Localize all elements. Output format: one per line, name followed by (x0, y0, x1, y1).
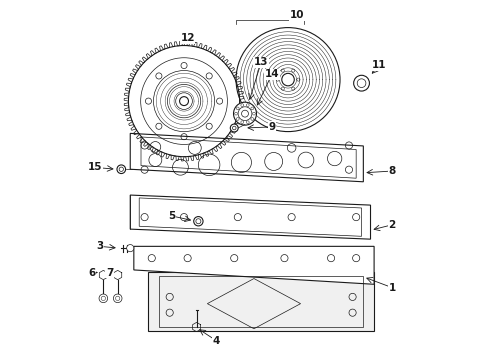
Circle shape (180, 96, 189, 105)
Text: 5: 5 (168, 211, 175, 221)
Text: 2: 2 (389, 220, 395, 230)
Polygon shape (148, 272, 374, 330)
Circle shape (354, 75, 369, 91)
Text: 10: 10 (290, 10, 304, 20)
Circle shape (236, 107, 239, 110)
Text: 15: 15 (88, 162, 102, 172)
Circle shape (241, 121, 244, 123)
Circle shape (235, 112, 238, 115)
Text: 12: 12 (180, 33, 195, 43)
Circle shape (236, 28, 340, 132)
Text: 11: 11 (372, 60, 387, 70)
Circle shape (126, 244, 134, 252)
Circle shape (251, 118, 254, 120)
Circle shape (234, 102, 256, 125)
Circle shape (113, 294, 122, 303)
Text: 1: 1 (389, 283, 395, 293)
Text: 7: 7 (106, 267, 113, 278)
Text: 4: 4 (213, 336, 220, 346)
Text: 8: 8 (389, 166, 395, 176)
Text: 9: 9 (269, 122, 275, 132)
Text: 6: 6 (88, 267, 95, 278)
Circle shape (246, 121, 249, 123)
Circle shape (251, 107, 254, 110)
Circle shape (117, 165, 125, 174)
Polygon shape (134, 246, 374, 284)
Circle shape (194, 217, 203, 226)
Circle shape (246, 104, 249, 107)
Circle shape (252, 112, 255, 115)
Polygon shape (130, 134, 364, 182)
Polygon shape (130, 195, 370, 239)
Circle shape (236, 118, 239, 120)
Text: 13: 13 (254, 57, 269, 67)
Circle shape (241, 104, 244, 107)
Circle shape (230, 124, 238, 132)
Circle shape (282, 73, 294, 86)
Text: 3: 3 (96, 241, 103, 251)
Text: 14: 14 (265, 69, 279, 79)
Circle shape (99, 294, 108, 303)
